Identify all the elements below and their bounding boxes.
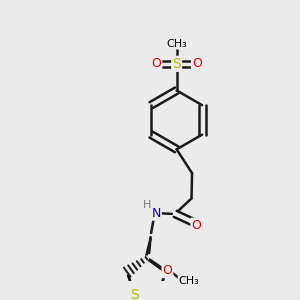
Text: S: S	[130, 288, 139, 300]
Text: O: O	[192, 57, 202, 70]
Text: H: H	[143, 200, 152, 210]
Text: N: N	[152, 207, 161, 220]
Text: S: S	[172, 57, 181, 71]
Text: CH₃: CH₃	[178, 276, 200, 286]
Text: O: O	[152, 57, 161, 70]
Text: CH₃: CH₃	[166, 39, 187, 49]
Text: O: O	[163, 264, 172, 277]
Text: O: O	[191, 219, 201, 232]
